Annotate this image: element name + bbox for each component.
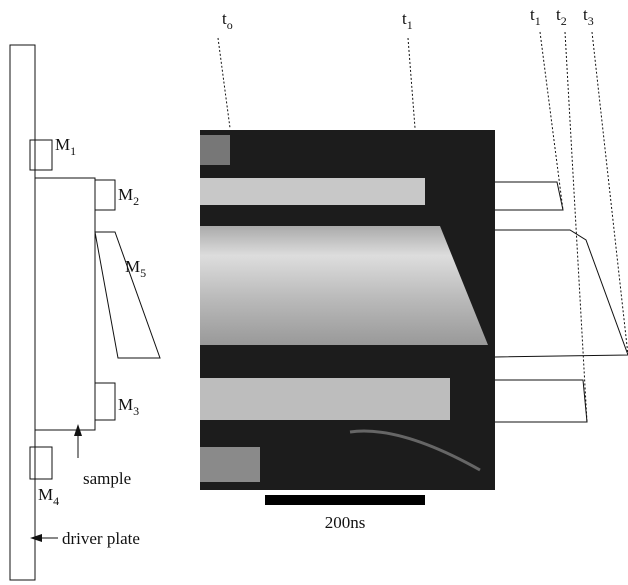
label-base: M [125, 257, 140, 276]
label: t1 [402, 9, 413, 32]
photo-band [200, 226, 488, 345]
sample-block [35, 178, 95, 430]
scale-bar [265, 495, 425, 505]
label-subscript: 1 [70, 144, 76, 158]
label: M5 [125, 257, 146, 280]
driver-plate [10, 45, 35, 580]
trace [495, 182, 563, 210]
photo-band [200, 378, 450, 420]
label: M4 [38, 485, 59, 508]
mirror-m4 [30, 447, 52, 479]
label-base: M [38, 485, 53, 504]
label-base: M [118, 185, 133, 204]
label: M1 [55, 135, 76, 158]
mirror-m5 [95, 232, 160, 358]
photo-band [200, 178, 425, 205]
label-subscript: 2 [561, 14, 567, 28]
driver-arrowhead [30, 534, 42, 542]
label: to [222, 9, 233, 32]
time-marker [565, 32, 587, 422]
label-subscript: 3 [588, 14, 594, 28]
mirror-m1 [30, 140, 52, 170]
label-subscript: 1 [535, 14, 541, 28]
label-base: M [55, 135, 70, 154]
label: t2 [556, 5, 567, 28]
label-subscript: o [227, 18, 233, 32]
label: t1 [530, 5, 541, 28]
mirror-m3 [95, 383, 115, 420]
photo-band [200, 447, 260, 482]
trace [495, 230, 628, 357]
label-subscript: 1 [407, 18, 413, 32]
label: t3 [583, 5, 594, 28]
time-marker [218, 38, 230, 128]
scale-bar-label: 200ns [325, 513, 366, 532]
time-marker [408, 38, 415, 128]
label: M2 [118, 185, 139, 208]
time-marker [540, 32, 563, 210]
mirror-m2 [95, 180, 115, 210]
label-base: M [118, 395, 133, 414]
label: M3 [118, 395, 139, 418]
photo-band [200, 135, 230, 165]
label-subscript: 3 [133, 404, 139, 418]
trace [495, 380, 587, 422]
label-subscript: 2 [133, 194, 139, 208]
figure: 200ns sample driver plate tot1t1t2t3M1M2… [0, 0, 628, 585]
driver-plate-label: driver plate [62, 529, 140, 548]
label-subscript: 4 [53, 494, 59, 508]
sample-label: sample [83, 469, 131, 488]
label-subscript: 5 [140, 266, 146, 280]
